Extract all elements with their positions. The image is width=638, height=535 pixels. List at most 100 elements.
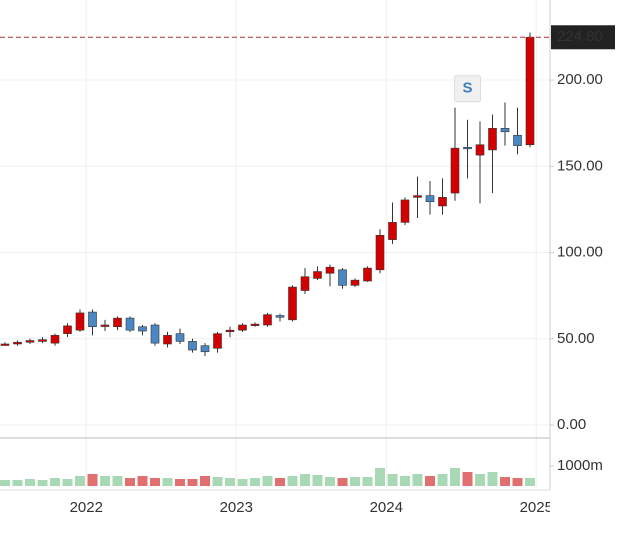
candle-body bbox=[450, 147, 460, 194]
y-tick-label: 200.00 bbox=[557, 71, 603, 88]
x-tick-label: 2024 bbox=[370, 499, 403, 516]
candle-body bbox=[200, 345, 210, 353]
candle-body bbox=[100, 324, 110, 327]
candle-body bbox=[488, 128, 497, 151]
volume-bar bbox=[237, 479, 248, 486]
grid bbox=[0, 0, 550, 490]
volume-bar bbox=[125, 478, 135, 486]
candle-body bbox=[163, 335, 172, 345]
last-price-box bbox=[551, 25, 615, 50]
y-tick-label: 0.00 bbox=[557, 416, 586, 433]
annotation-flag bbox=[454, 75, 481, 103]
candle-body bbox=[425, 195, 435, 202]
volume-bar bbox=[437, 474, 448, 486]
volume-bar bbox=[500, 477, 510, 486]
volume-bar bbox=[312, 475, 323, 486]
volume-bar bbox=[512, 478, 523, 486]
volume-bar bbox=[250, 478, 260, 486]
volume-bar bbox=[25, 479, 35, 486]
volume-bar bbox=[12, 480, 23, 486]
volume-bar bbox=[450, 468, 460, 486]
volume-bar bbox=[200, 476, 210, 486]
candle-body bbox=[275, 315, 285, 318]
volume-bar bbox=[350, 477, 360, 486]
volume-bar bbox=[62, 479, 73, 486]
candle-body bbox=[400, 199, 410, 223]
x-axis: 2022 2023 2024 2025 bbox=[70, 499, 553, 516]
x-tick-label: 2025 bbox=[520, 499, 553, 516]
candle-body bbox=[50, 335, 60, 344]
candle-body bbox=[513, 134, 522, 146]
volume-bar bbox=[37, 480, 48, 486]
candle-body bbox=[288, 286, 297, 321]
volume-bar bbox=[412, 474, 423, 486]
volume-tick-label: 1000m bbox=[557, 457, 603, 474]
candle-body bbox=[363, 267, 372, 282]
candle-body bbox=[188, 341, 197, 351]
candle-body bbox=[350, 279, 360, 286]
candle-body bbox=[63, 325, 72, 334]
volume-bar bbox=[337, 478, 348, 486]
candle-body bbox=[88, 311, 97, 328]
y-tick-label: 150.00 bbox=[557, 157, 603, 174]
volume-bar bbox=[300, 474, 310, 486]
candle-body bbox=[325, 266, 335, 274]
candle-body bbox=[338, 269, 347, 286]
candle-body bbox=[38, 339, 47, 342]
candle-body bbox=[13, 341, 22, 345]
candle-body bbox=[75, 312, 85, 331]
volume-bar bbox=[50, 478, 60, 486]
candle-body bbox=[138, 326, 147, 332]
volume-bar bbox=[462, 472, 473, 486]
volume-bar bbox=[525, 478, 535, 486]
candle-body bbox=[113, 317, 122, 328]
volume-bar bbox=[487, 472, 498, 486]
volume-bar bbox=[287, 476, 298, 486]
candle-body bbox=[413, 195, 422, 198]
x-tick-label: 2022 bbox=[70, 499, 103, 516]
volume-bar bbox=[162, 478, 173, 486]
volume-bar bbox=[275, 478, 285, 486]
volume-bar bbox=[0, 480, 10, 486]
volume-bar bbox=[212, 477, 223, 486]
candle-body bbox=[175, 333, 185, 342]
volume-bar bbox=[262, 476, 273, 486]
volume-bar bbox=[475, 474, 485, 486]
annotation-label: S bbox=[462, 80, 472, 97]
candle-body bbox=[525, 36, 535, 146]
candle-body bbox=[463, 147, 472, 150]
volume-bar bbox=[225, 478, 235, 486]
volume-bar bbox=[425, 476, 435, 486]
candle-body bbox=[250, 323, 260, 326]
candle-body bbox=[125, 317, 135, 331]
volume-bar bbox=[325, 477, 335, 486]
candle-body bbox=[225, 329, 235, 332]
volume-bar bbox=[87, 474, 98, 486]
volume-bar bbox=[150, 478, 160, 486]
candle-body bbox=[475, 144, 485, 156]
volume-bar bbox=[112, 476, 123, 486]
candle-body bbox=[500, 128, 510, 133]
candle-body bbox=[388, 222, 397, 240]
volume-bar bbox=[362, 477, 373, 486]
candles: S bbox=[0, 32, 550, 357]
volume-bar bbox=[187, 479, 198, 486]
y-axis: 0.00 50.00 100.00 150.00 200.00 1000m 224.80 bbox=[550, 25, 615, 474]
candle-body bbox=[238, 324, 247, 331]
candle-body bbox=[313, 271, 322, 279]
y-tick-label: 100.00 bbox=[557, 244, 603, 261]
x-tick-label: 2023 bbox=[220, 499, 253, 516]
candle-body bbox=[438, 197, 447, 207]
volume-bar bbox=[137, 476, 148, 486]
candle-body bbox=[263, 314, 272, 326]
y-tick-label: 50.00 bbox=[557, 330, 595, 347]
candle-body bbox=[150, 324, 160, 344]
volume-bar bbox=[175, 479, 185, 486]
candle-body bbox=[0, 343, 10, 346]
last-price-label: 224.80 bbox=[557, 28, 603, 45]
volume-panel bbox=[0, 468, 535, 486]
candle-body bbox=[25, 340, 35, 343]
volume-bar bbox=[100, 476, 110, 486]
